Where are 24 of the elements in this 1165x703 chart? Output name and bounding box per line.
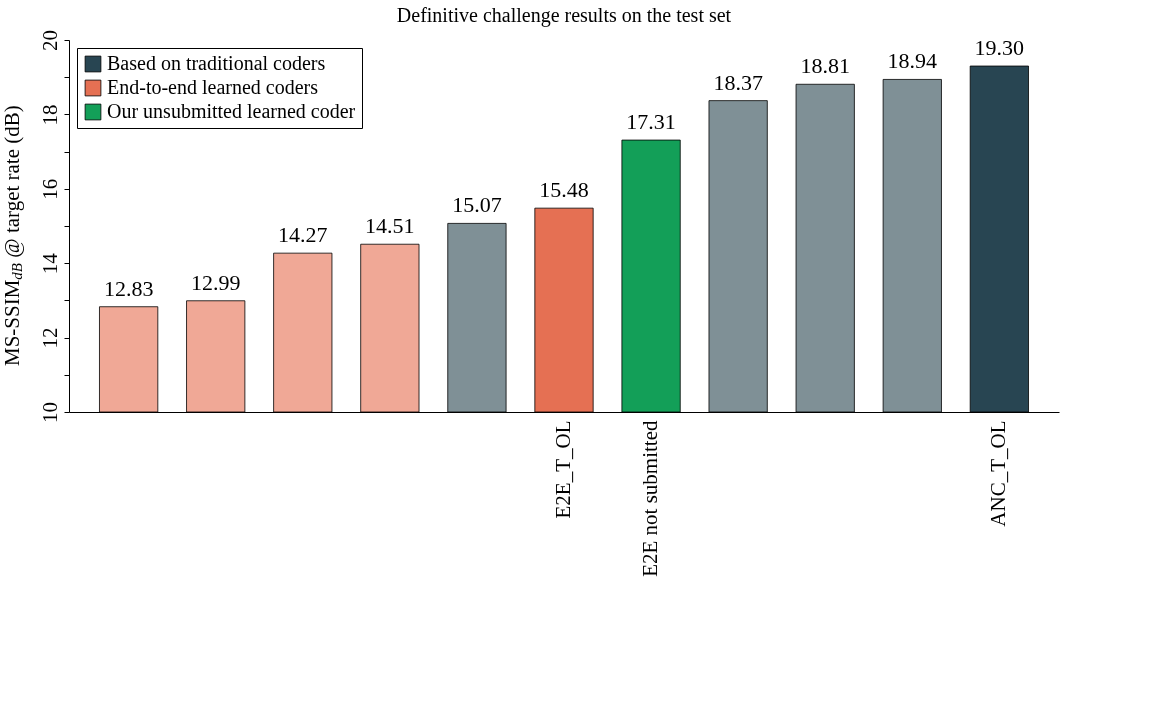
data-label: 15.48 <box>539 177 589 203</box>
data-label: 12.83 <box>103 275 154 301</box>
data-label: 14.51 <box>365 213 415 239</box>
x-tick-label: E2E not submitted <box>638 420 663 577</box>
data-label: 12.99 <box>190 269 241 295</box>
data-label: 17.31 <box>626 109 676 135</box>
y-tick-label: 18 <box>37 104 62 126</box>
data-label: 18.81 <box>800 53 850 79</box>
data-label: 18.37 <box>713 69 763 95</box>
data-label: 18.94 <box>887 48 938 74</box>
data-label: 19.30 <box>974 35 1025 61</box>
data-label: 15.07 <box>452 192 502 218</box>
legend-label: Based on traditional coders <box>107 52 326 74</box>
y-tick-label: 16 <box>37 178 62 200</box>
y-tick-label: 10 <box>37 402 62 423</box>
legend-label: End-to-end learned coders <box>107 76 319 98</box>
x-tick-label: ANC_T_OL <box>986 420 1011 527</box>
y-tick-label: 20 <box>37 30 62 51</box>
legend-label: Our unsubmitted learned coder <box>107 100 356 122</box>
data-label: 14.27 <box>278 222 328 248</box>
y-tick-label: 12 <box>37 327 62 349</box>
y-tick-label: 14 <box>37 252 62 275</box>
x-tick-label: E2E_T_OL <box>551 420 575 519</box>
chart-title: Definitive challenge results on the test set <box>396 3 732 27</box>
